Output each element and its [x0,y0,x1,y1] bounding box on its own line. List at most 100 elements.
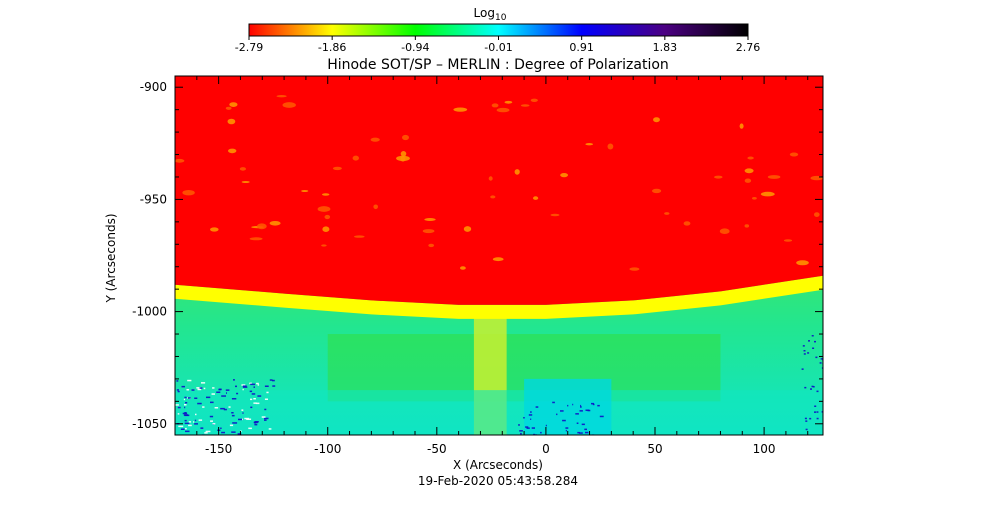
disk-bright-patch [664,212,670,215]
noise-pixel [809,417,812,420]
noise-pixel [194,423,198,425]
disk-bright-patch [504,100,513,104]
disk-bright-patch [488,176,493,181]
noise-pixel [187,397,189,399]
noise-pixel [184,427,187,430]
noise-pixel [816,390,819,393]
colorbar-tick-label: -0.94 [401,41,429,54]
disk-bright-patch [400,151,407,157]
noise-pixel [184,419,187,422]
x-axis-label: X (Arcseconds) [453,458,543,472]
noise-pixel [250,383,256,386]
noise-pixel [198,419,203,421]
disk-bright-patch [463,226,472,232]
noise-pixel [194,397,198,399]
plot-frame [174,75,824,436]
plot-image [175,76,823,435]
y-axis-label: Y (Arcseconds) [104,213,118,303]
disk-bright-patch [560,173,568,178]
chart-title: Hinode SOT/SP – MERLIN : Degree of Polar… [327,57,669,73]
disk-bright-patch [530,98,538,103]
noise-pixel [204,432,208,434]
disk-bright-patch [370,137,380,142]
noise-pixel [251,393,256,395]
x-tick-label: -150 [205,442,232,456]
noise-pixel [221,395,226,397]
noise-pixel [808,340,810,342]
noise-pixel [567,404,569,407]
noise-pixel [523,417,525,419]
colorbar-tick-label: -0.01 [484,41,512,54]
disk-bright-patch [301,190,309,192]
colorbar-gradient [248,23,749,37]
disk-bright-patch [256,223,267,230]
noise-pixel [209,415,214,418]
noise-pixel [261,416,266,418]
noise-pixel [580,406,582,408]
noise-pixel [203,387,206,390]
noise-pixel [804,417,807,420]
colorbar-ticks: -2.79 -1.86 -0.94 -0.01 0.91 1.83 2.76 [235,36,760,54]
noise-pixel [591,402,594,405]
noise-pixel [599,415,604,418]
noise-pixel [577,431,580,434]
noise-pixel [821,367,823,369]
noise-pixel [585,409,590,411]
noise-pixel [253,398,256,400]
colorbar-label: Log10 [474,6,507,23]
noise-pixel [820,358,823,360]
disk-bright-patch [227,118,236,125]
far-off-limb-region [524,378,612,435]
noise-pixel [518,424,520,426]
disk-bright-patch [496,107,510,113]
noise-pixel [202,406,205,408]
noise-pixel [182,412,188,415]
disk-bright-patch [719,228,730,234]
noise-pixel [201,382,206,384]
noise-pixel [198,388,201,390]
noise-pixel [195,413,197,416]
disk-bright-patch [182,190,195,196]
noise-pixel [579,410,583,412]
noise-pixel [199,387,203,389]
disk-bright-patch [747,156,754,160]
disk-bright-patch [424,218,436,221]
disk-bright-patch [744,224,750,228]
noise-pixel [178,425,184,428]
noise-pixel [232,422,238,424]
y-tick-label: -950 [140,192,167,206]
noise-pixel [229,424,234,427]
noise-pixel [238,418,243,421]
disk-bright-patch [422,229,435,234]
noise-pixel [253,402,257,404]
noise-pixel [531,427,535,429]
noise-pixel [533,433,535,435]
noise-pixel [188,421,192,423]
noise-pixel [525,426,529,428]
off-limb-structure [175,311,823,435]
disk-bright-patch [322,226,330,232]
noise-pixel [197,402,202,405]
noise-pixel [257,384,260,386]
noise-pixel [266,391,269,394]
noise-pixel [581,423,585,426]
noise-pixel [519,430,523,432]
noise-pixel [177,390,180,393]
disk-bright-patch [354,235,365,238]
noise-pixel [804,386,807,389]
noise-pixel [530,418,532,420]
disk-bright-patch [269,221,281,226]
timestamp: 19-Feb-2020 05:43:58.284 [418,474,578,488]
disk-bright-patch [249,237,263,241]
noise-pixel [181,385,185,388]
disk-bright-patch [520,104,530,107]
disk-bright-patch [321,244,327,247]
noise-pixel [269,379,273,381]
disk-bright-patch [229,102,238,107]
noise-pixel [236,392,239,395]
x-tick-label: 50 [647,442,662,456]
noise-pixel [812,347,815,349]
noise-pixel [250,398,253,401]
noise-pixel [526,427,530,429]
disk-bright-patch [228,148,237,154]
